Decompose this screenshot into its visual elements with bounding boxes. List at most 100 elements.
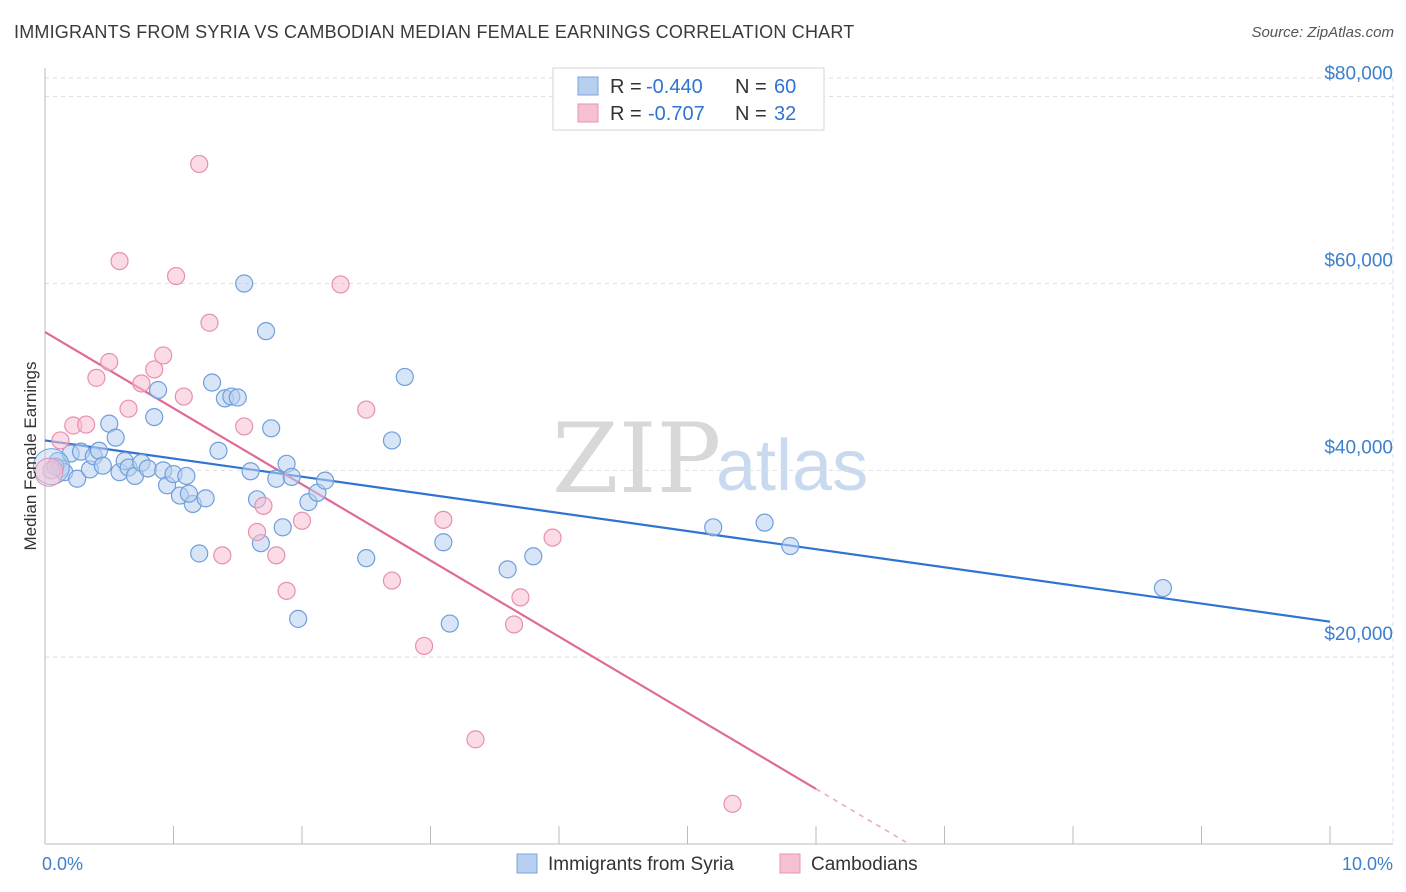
syria-point — [357, 549, 376, 568]
syria-point — [138, 459, 157, 478]
watermark-zip: ZIP — [552, 403, 721, 515]
syria-point — [440, 614, 459, 633]
watermark: ZIP atlas — [552, 403, 868, 515]
cambodians-point — [543, 528, 562, 547]
syria-point — [228, 388, 247, 407]
series-label-cambodians: Cambodians — [811, 854, 918, 875]
legend-n-label-syria: N = — [735, 76, 767, 98]
legend-r-value-syria: -0.440 — [646, 76, 703, 98]
cambodians-point — [42, 461, 61, 480]
y-tick-label: $20,000 — [1324, 624, 1393, 645]
chart-title: IMMIGRANTS FROM SYRIA VS CAMBODIAN MEDIA… — [14, 22, 855, 42]
syria-point — [241, 462, 260, 481]
cambodians-point — [723, 794, 742, 813]
syria-point — [196, 489, 215, 508]
syria-point — [524, 547, 543, 566]
x-tick-labels: 0.0% 10.0% — [42, 854, 1393, 874]
syria-point — [68, 469, 87, 488]
syria-point — [93, 456, 112, 475]
syria-point — [781, 536, 800, 556]
cambodians-point — [235, 417, 254, 436]
cambodians-point — [331, 275, 350, 294]
y-axis-label: Median Female Earnings — [21, 362, 40, 551]
legend-swatch-cambodians — [577, 103, 599, 123]
cambodians-point — [434, 510, 453, 529]
chart-source: Source: ZipAtlas.com — [1251, 24, 1394, 41]
x-tick-label: 0.0% — [42, 854, 83, 874]
syria-point — [434, 533, 453, 552]
cambodians-point-cluster — [34, 457, 64, 487]
cambodians-point — [466, 730, 485, 749]
cambodians-point — [277, 581, 296, 600]
legend-n-value-cambodians: 32 — [774, 103, 796, 125]
cambodians-point — [77, 415, 96, 434]
cambodians-point — [87, 368, 106, 387]
cambodians-point — [145, 360, 164, 379]
cambodians-point — [132, 374, 151, 393]
cambodians-trend-extension — [815, 788, 907, 843]
syria-point — [1153, 578, 1173, 598]
y-tick-labels: $20,000 $40,000 $60,000 $80,000 — [1324, 64, 1393, 645]
syria-point — [289, 609, 308, 628]
legend-r-label-cambodians: R = — [610, 103, 642, 125]
x-tick-label: 10.0% — [1342, 854, 1393, 874]
syria-point — [395, 367, 414, 387]
series-swatch-cambodians — [779, 853, 801, 874]
syria-point — [256, 322, 276, 341]
cambodians-point — [414, 636, 434, 656]
syria-point — [262, 419, 281, 438]
cambodians-point — [213, 546, 232, 565]
syria-point — [382, 431, 402, 450]
syria-point — [235, 274, 254, 293]
legend-r-label-syria: R = — [610, 76, 642, 98]
legend-n-value-syria: 60 — [774, 76, 796, 98]
syria-point — [282, 467, 301, 486]
cambodians-point — [51, 431, 70, 450]
legend-n-label-cambodians: N = — [735, 103, 767, 125]
cambodians-point — [154, 346, 173, 365]
cambodians-point — [119, 399, 138, 418]
data-points — [32, 154, 1173, 813]
y-tick-label: $40,000 — [1324, 437, 1393, 458]
cambodians-point — [357, 400, 376, 419]
cambodians-point — [254, 496, 273, 515]
cambodians-point — [292, 511, 312, 530]
cambodians-point — [382, 571, 402, 590]
cambodians-point — [504, 615, 524, 634]
syria-point — [106, 428, 125, 447]
legend-r-value-cambodians: -0.707 — [648, 103, 705, 125]
correlation-legend: R = -0.440 N = 60 R = -0.707 N = 32 — [552, 67, 825, 131]
cambodians-point — [200, 313, 219, 332]
syria-point — [704, 518, 723, 537]
syria-point — [273, 518, 292, 537]
cambodians-point — [166, 266, 186, 286]
syria-point — [202, 373, 222, 392]
syria-point — [179, 484, 199, 503]
cambodians-trend-line — [44, 331, 817, 790]
syria-point — [755, 513, 774, 532]
cambodians-point — [100, 352, 119, 372]
syria-point — [209, 441, 228, 460]
cambodians-point — [511, 588, 530, 607]
syria-point — [267, 469, 286, 488]
syria-point — [145, 407, 164, 427]
syria-point — [190, 544, 209, 563]
syria-point — [177, 466, 196, 486]
syria-point — [89, 441, 109, 460]
syria-point — [316, 471, 335, 490]
cambodians-point — [247, 522, 267, 542]
cambodians-point — [267, 546, 286, 565]
series-label-syria: Immigrants from Syria — [548, 854, 734, 875]
syria-point — [498, 560, 517, 579]
cambodians-point — [190, 154, 209, 174]
syria-point-cluster — [32, 448, 70, 486]
series-swatch-syria — [516, 853, 538, 874]
cambodians-point — [174, 387, 193, 406]
series-legend: Immigrants from Syria Cambodians — [516, 853, 918, 875]
axes — [44, 68, 1393, 845]
legend-swatch-syria — [577, 76, 599, 96]
y-tick-label: $80,000 — [1324, 64, 1393, 85]
y-tick-label: $60,000 — [1324, 251, 1393, 272]
syria-point — [148, 380, 168, 400]
